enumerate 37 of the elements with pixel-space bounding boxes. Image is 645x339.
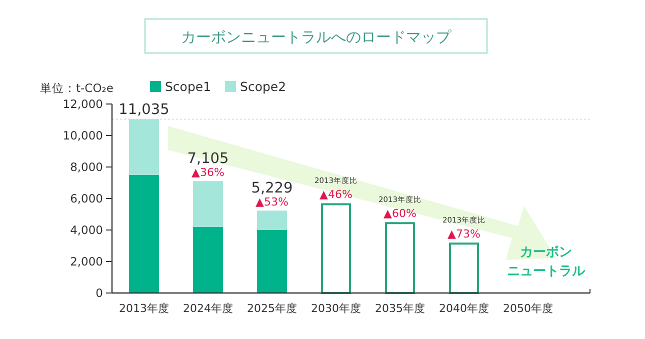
annotation: ▲73% [448, 228, 480, 241]
y-tick-label: 6,000 [70, 192, 103, 206]
y-tick-label: 12,000 [62, 97, 103, 111]
bar [129, 119, 159, 175]
bar [193, 226, 223, 293]
legend-label: Scope1 [165, 79, 212, 94]
annotation: ▲53% [256, 196, 288, 209]
y-tick-label: 4,000 [70, 223, 103, 237]
x-tick-label: 2050年度 [503, 302, 553, 315]
bar [257, 230, 287, 293]
legend-label: Scope2 [240, 79, 286, 94]
x-tick-label: 2025年度 [247, 302, 297, 315]
y-axis-title: 単位：t-CO₂e [40, 81, 114, 95]
total-label: 7,105 [187, 151, 229, 168]
x-tick-label: 2024年度 [183, 302, 233, 315]
x-tick-label: 2030年度 [311, 302, 361, 315]
bar [129, 174, 159, 293]
annotation: ▲46% [320, 188, 352, 202]
bar [193, 181, 223, 227]
annotation: ▲36% [192, 166, 224, 180]
bar [385, 222, 415, 294]
total-label: 5,229 [251, 180, 293, 197]
annotation: ニュートラル [507, 264, 586, 279]
bar [257, 210, 287, 230]
chart-title: カーボンニュートラルへのロードマップ [181, 28, 452, 46]
annotation: カーボン [520, 245, 572, 260]
annotation: ▲60% [384, 207, 416, 220]
y-tick-label: 10,000 [62, 128, 103, 142]
y-tick-label: 0 [96, 286, 103, 300]
x-tick-label: 2013年度 [119, 302, 169, 315]
y-tick-label: 8,000 [70, 160, 103, 174]
total-label: 11,035 [118, 102, 170, 118]
bar [449, 242, 479, 294]
y-tick-label: 2,000 [70, 254, 103, 268]
x-tick-label: 2040年度 [439, 302, 489, 315]
bar [321, 203, 351, 294]
x-tick-label: 2035年度 [375, 302, 425, 315]
